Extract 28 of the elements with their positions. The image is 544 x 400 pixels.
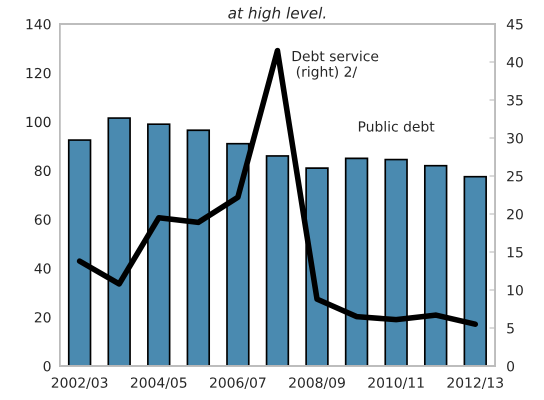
y2-tick-label: 0 (507, 360, 514, 372)
y2-tick-label: 40 (506, 56, 523, 68)
y-tick-label: 100 (26, 116, 51, 128)
y-tick-label: 40 (34, 263, 51, 274)
x-tick-label: 2004/05 (130, 377, 186, 389)
series-label: Public debt (358, 120, 434, 132)
x-tick-label: 2008/09 (289, 377, 345, 389)
y-tick-label: 20 (34, 312, 51, 323)
x-tick-label: 2002/03 (52, 377, 108, 389)
y2-tick-label: 35 (507, 94, 523, 106)
y2-tick-label: 45 (506, 19, 523, 30)
y-tick-label: 80 (34, 166, 51, 176)
y2-tick-label: 15 (508, 247, 523, 258)
x-tick-label: 2010/11 (368, 377, 424, 389)
chart-title: at high level. (228, 6, 326, 22)
y-tick-label: 140 (26, 18, 51, 30)
y2-tick-label: 20 (507, 208, 523, 220)
y2-tick-label: 25 (507, 170, 523, 182)
y2-tick-label: 30 (507, 132, 523, 144)
x-tick-label: 2012/13 (447, 377, 503, 389)
series-label: Debt service (right) 2/ (292, 50, 378, 80)
y-tick-label: 60 (34, 214, 51, 225)
y-tick-label: 120 (26, 68, 51, 78)
bar (266, 155, 290, 366)
x-tick-label: 2006/07 (210, 377, 266, 389)
y2-tick-label: 5 (507, 323, 514, 334)
y-tick-label: 0 (44, 360, 51, 372)
y2-tick-label: 10 (508, 284, 523, 296)
